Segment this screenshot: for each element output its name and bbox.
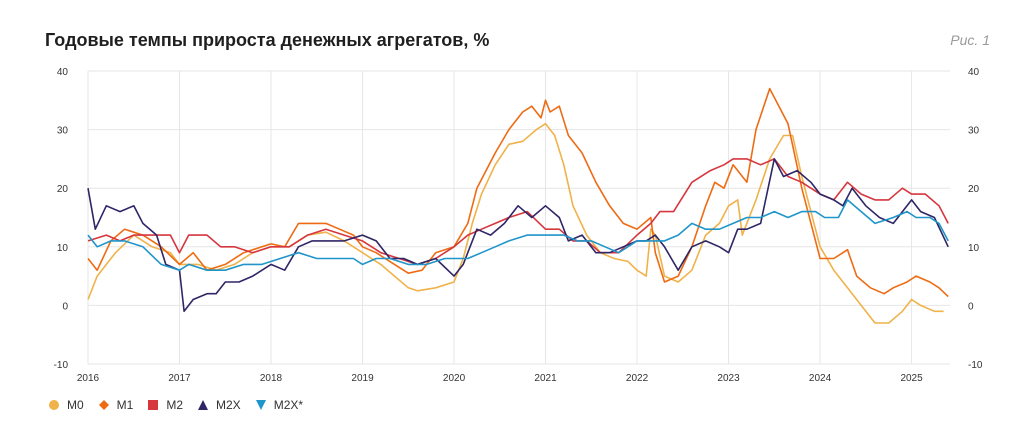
legend-item-m2x-star[interactable]: M2X* <box>255 398 303 412</box>
y-tick-label-right: -10 <box>968 360 983 371</box>
y-tick-label-right: 0 <box>968 301 974 312</box>
series-line-m1 <box>87 87 949 298</box>
y-tick-label-left: -10 <box>54 360 69 371</box>
legend-label: M2X* <box>273 398 304 412</box>
legend-item-m2[interactable]: M2 <box>147 398 183 412</box>
x-tick-label: 2016 <box>77 373 100 384</box>
legend-label: M2 <box>166 398 184 412</box>
legend-item-m0[interactable]: M0 <box>48 398 84 412</box>
y-tick-label-left: 10 <box>57 243 69 254</box>
legend-label: M1 <box>116 398 134 412</box>
legend-item-m2x[interactable]: M2X <box>197 398 241 412</box>
y-tick-label-left: 20 <box>57 184 69 195</box>
y-tick-label-right: 30 <box>968 126 980 137</box>
triangle-down-marker-icon <box>255 399 267 411</box>
x-tick-label: 2025 <box>900 373 923 384</box>
y-tick-label-left: 30 <box>57 126 69 137</box>
triangle-up-marker-icon <box>197 399 209 411</box>
y-tick-label-left: 0 <box>62 301 68 312</box>
x-tick-label: 2023 <box>717 373 740 384</box>
y-tick-label-right: 40 <box>968 67 980 78</box>
series-line-m2x-star <box>87 199 949 271</box>
circle-marker-icon <box>48 399 60 411</box>
legend-label: M0 <box>67 398 84 412</box>
legend-item-m1[interactable]: M1 <box>98 398 134 412</box>
x-tick-label: 2024 <box>809 373 832 384</box>
legend: M0 M1 M2 M2X M2X* <box>48 398 303 412</box>
square-marker-icon <box>147 399 159 411</box>
x-tick-label: 2019 <box>351 373 374 384</box>
y-tick-label-right: 20 <box>968 184 980 195</box>
series-line-m2x <box>87 158 949 313</box>
diamond-marker-icon <box>98 399 110 411</box>
chart-title: Годовые темпы прироста денежных агрегато… <box>45 30 490 50</box>
legend-label: M2X <box>216 398 241 412</box>
y-tick-label-left: 40 <box>57 67 69 78</box>
y-tick-label-right: 10 <box>968 243 980 254</box>
series-line-m2 <box>87 158 949 266</box>
x-tick-label: 2021 <box>534 373 557 384</box>
figure-label: Рис. 1 <box>950 32 990 48</box>
x-tick-label: 2018 <box>260 373 283 384</box>
x-tick-label: 2020 <box>443 373 466 384</box>
x-tick-label: 2017 <box>168 373 191 384</box>
x-tick-label: 2022 <box>626 373 649 384</box>
